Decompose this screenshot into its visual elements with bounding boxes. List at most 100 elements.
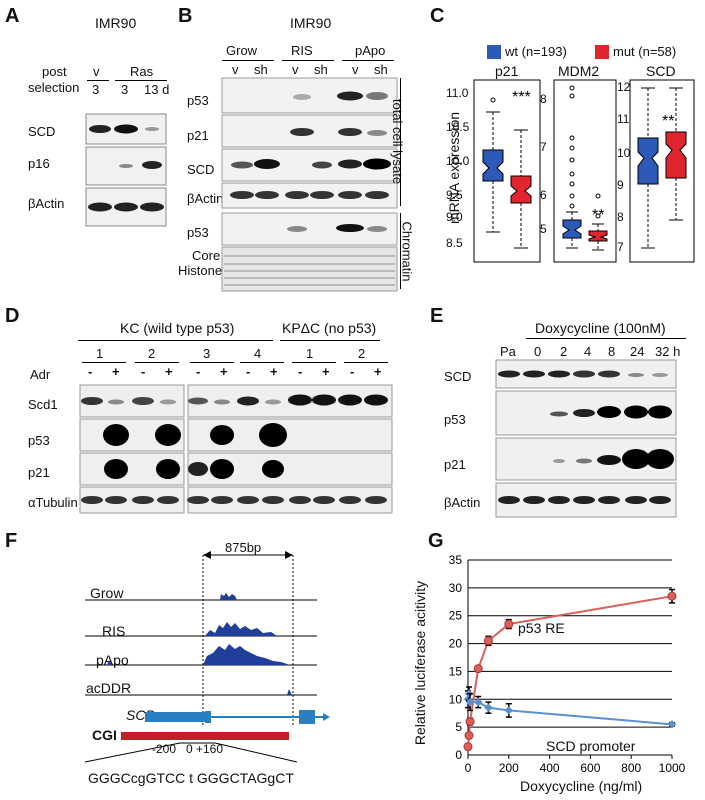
sign-label: + (270, 364, 278, 379)
data-point (504, 619, 514, 629)
lane-label: 4 (254, 346, 262, 361)
group-label: KPΔC (no p53) (282, 320, 377, 336)
sign-label: + (322, 364, 330, 379)
track-label: Grow (90, 585, 124, 601)
lane-label: 32 h (655, 344, 681, 359)
row-label: βActin (444, 495, 481, 510)
row-label: βActin (187, 191, 224, 206)
tick-label: 10.5 (446, 120, 470, 134)
group-line (282, 60, 334, 61)
data-point (464, 731, 474, 740)
tick-label: 9.0 (446, 210, 463, 224)
sequence-label: GGGCcgGTCC t GGGCTAGgCT (88, 770, 294, 786)
row-label: Scd1 (28, 397, 58, 412)
cell-line-label: IMR90 (95, 15, 137, 31)
lane-label: 8 (608, 344, 616, 359)
sign-label: - (298, 364, 303, 379)
y-tick-label: 25 (449, 609, 463, 623)
sign-label: + (165, 364, 173, 379)
group-line (135, 362, 179, 363)
plot-title: MDM2 (558, 63, 600, 79)
y-tick-label: 0 (455, 748, 462, 762)
bracket-line (400, 78, 401, 206)
group-line (280, 340, 380, 341)
legend-mut: mut (n=58) (613, 44, 677, 59)
cell-line-label: IMR90 (290, 15, 332, 31)
post-label: post (42, 64, 67, 79)
row-label: p21 (187, 128, 209, 143)
plot-title: p21 (495, 63, 519, 79)
series-label: SCD promoter (546, 738, 636, 754)
data-point (483, 636, 493, 646)
data-point (473, 697, 483, 707)
lane-label: 24 (630, 344, 645, 359)
data-point (484, 703, 493, 712)
treatment-label: Adr (30, 367, 51, 382)
lane-label: sh (314, 62, 328, 77)
data-point (473, 664, 483, 674)
row-label: βActin (28, 196, 65, 211)
x-axis-label: Doxycycline (ng/ml) (520, 778, 643, 794)
group-line (82, 362, 126, 363)
significance-stars: ** (592, 207, 604, 224)
y-tick-label: 5 (455, 720, 462, 734)
group-line (222, 60, 274, 61)
y-tick-label: 15 (449, 664, 463, 678)
position-label: 0 (186, 742, 193, 756)
row-label: p16 (28, 156, 50, 171)
western-blot-e (495, 359, 677, 518)
significance-stars: *** (512, 89, 531, 106)
position-label: +160 (196, 742, 224, 756)
row-label: SCD (444, 369, 472, 384)
sign-label: + (112, 364, 120, 379)
lane-label: 4 (584, 344, 592, 359)
x-tick-label: 400 (540, 761, 560, 775)
y-tick-label: 20 (449, 637, 463, 651)
data-point (463, 742, 473, 752)
lane-label: 2 (358, 346, 366, 361)
significance-stars: ** (662, 113, 674, 130)
selection-label: selection (28, 80, 80, 95)
data-point (504, 706, 514, 715)
group-label: RIS (291, 43, 313, 58)
row-label: Histones (178, 263, 229, 278)
tick-label: 10.0 (446, 154, 470, 168)
tick-label: 9.5 (446, 188, 463, 202)
track-label: pApo (96, 652, 129, 668)
data-point (667, 591, 677, 601)
row-label: p53 (444, 412, 466, 427)
western-blot-d (79, 384, 393, 514)
x-tick-label: 200 (499, 761, 519, 775)
tick-label: 6 (540, 188, 547, 202)
region-size-label: 875bp (225, 540, 262, 555)
group-line (526, 338, 686, 339)
group-line (87, 80, 109, 81)
group-label: pApo (355, 43, 386, 58)
genome-tracks (84, 551, 330, 763)
sign-label: - (196, 364, 201, 379)
group-line (115, 80, 167, 81)
panel-label-b: B (178, 5, 193, 27)
row-label: p53 (28, 433, 50, 448)
sign-label: - (246, 364, 251, 379)
group-label: Grow (226, 43, 258, 58)
data-point (667, 720, 677, 729)
tick-label: 11.0 (446, 86, 469, 100)
panel-label-e: E (430, 305, 444, 327)
legend-wt: wt (n=193) (505, 44, 567, 59)
lane-label: 3 (121, 82, 129, 97)
lane-label: v (292, 62, 299, 77)
lane-label: sh (254, 62, 268, 77)
tick-label: 9 (617, 178, 624, 192)
lane-label: 1 (96, 346, 104, 361)
group-line (292, 362, 336, 363)
sign-label: - (141, 364, 146, 379)
lane-label: 2 (560, 344, 568, 359)
group-line (344, 362, 388, 363)
treatment-title: Doxycycline (100nM) (535, 320, 666, 336)
row-label: αTubulin (28, 495, 78, 510)
tick-label: 8 (540, 92, 547, 106)
cgi-label: CGI (92, 727, 117, 743)
x-tick-label: 600 (580, 761, 600, 775)
